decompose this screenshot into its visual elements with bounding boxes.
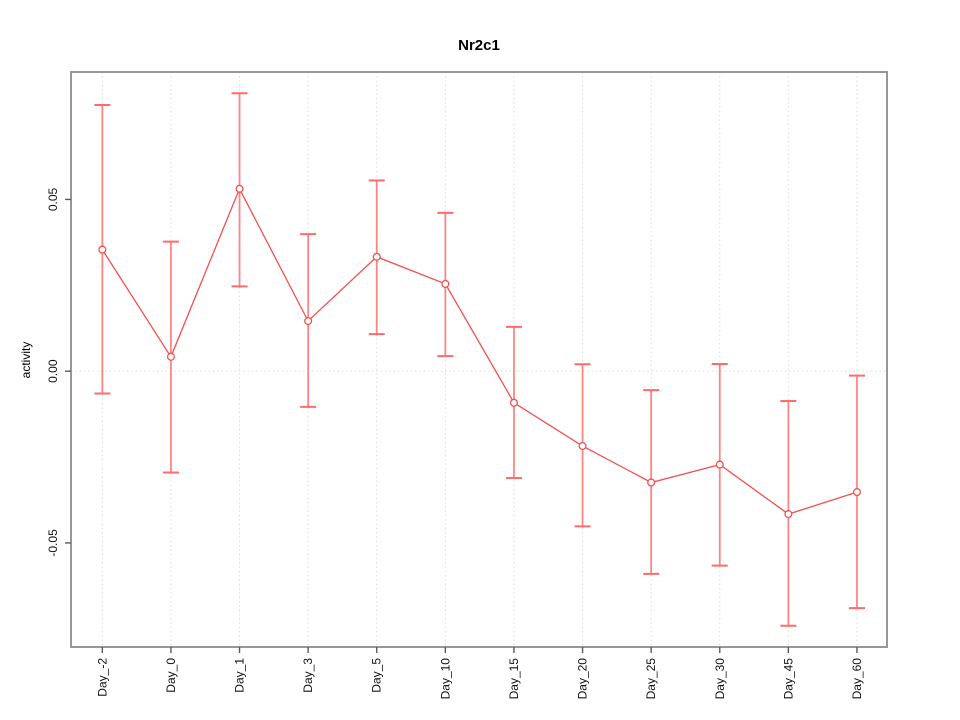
chart-title: Nr2c1 bbox=[458, 37, 500, 54]
y-tick-label: 0.00 bbox=[46, 359, 60, 383]
x-tick-label: Day_15 bbox=[507, 658, 521, 700]
data-point-marker bbox=[715, 460, 724, 469]
x-tick-label: Day_30 bbox=[713, 658, 727, 700]
x-tick-label: Day_45 bbox=[781, 658, 795, 700]
y-tick-label: -0.05 bbox=[46, 529, 60, 557]
data-point-marker bbox=[647, 478, 656, 487]
data-point-marker bbox=[98, 245, 107, 254]
plot-box-border bbox=[70, 71, 888, 648]
x-tick-label: Day_-2 bbox=[95, 658, 109, 697]
data-point-marker bbox=[441, 279, 450, 288]
data-points bbox=[98, 184, 862, 519]
data-point-marker bbox=[784, 510, 793, 519]
data-point-marker bbox=[509, 398, 519, 407]
x-tick-label: Day_10 bbox=[438, 658, 452, 700]
x-tick-label: Day_3 bbox=[301, 658, 315, 693]
x-tick-label: Day_1 bbox=[233, 658, 247, 693]
data-point-marker bbox=[235, 184, 244, 193]
data-point-marker bbox=[852, 488, 862, 497]
error-bars bbox=[94, 92, 865, 627]
data-line bbox=[101, 187, 858, 515]
y-tick-label: 0.05 bbox=[46, 187, 60, 211]
tick-labels: Day_-2 Day_0 Day_1 Day_3 Day_5 Day_10 Day_15 Da… bbox=[46, 187, 864, 699]
data-point-marker bbox=[304, 316, 313, 326]
x-tick-label: Day_25 bbox=[644, 658, 658, 700]
y-axis-label: activity bbox=[19, 342, 33, 379]
x-tick-label: Day_60 bbox=[850, 658, 864, 700]
axes bbox=[65, 71, 888, 653]
gridlines bbox=[71, 72, 887, 647]
x-tick-label: Day_5 bbox=[370, 658, 384, 693]
data-point-marker bbox=[372, 252, 381, 261]
x-tick-label: Day_0 bbox=[164, 658, 178, 693]
x-tick-label: Day_20 bbox=[576, 658, 590, 700]
data-point-marker bbox=[166, 352, 175, 361]
data-point-marker bbox=[578, 442, 587, 451]
series-line bbox=[101, 187, 858, 515]
